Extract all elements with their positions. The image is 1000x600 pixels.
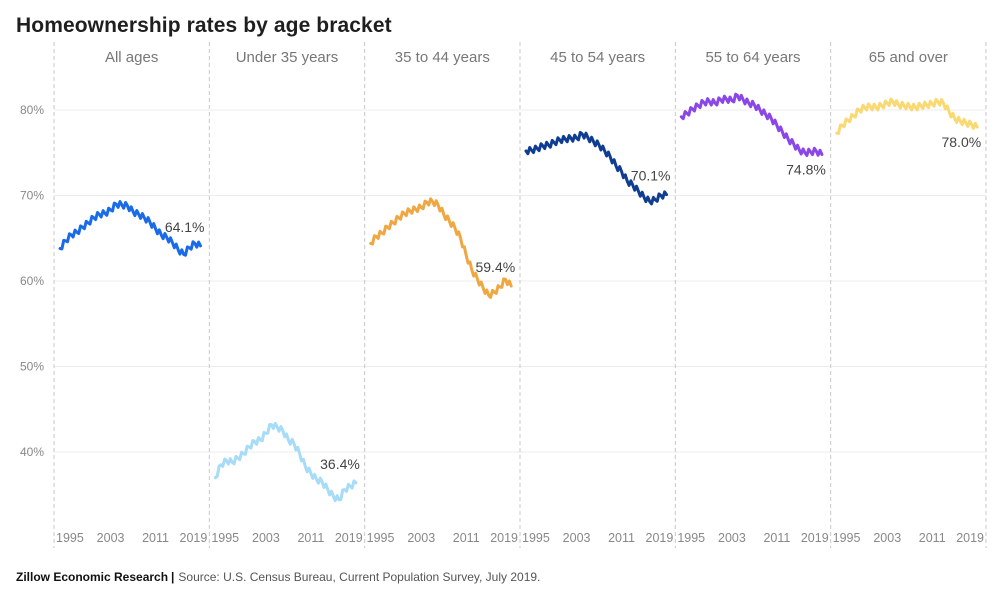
x-tick-label: 1995	[833, 531, 861, 545]
footer: Zillow Economic Research | Source: U.S. Ce…	[16, 570, 540, 584]
x-tick-label: 2019	[801, 531, 829, 545]
y-tick-label: 70%	[20, 189, 44, 203]
x-tick-label: 2019	[956, 531, 984, 545]
x-tick-label: 2003	[252, 531, 280, 545]
end-value-label: 36.4%	[320, 456, 360, 472]
x-tick-label: 2003	[873, 531, 901, 545]
panel-title: 35 to 44 years	[395, 49, 490, 66]
x-tick-label: 1995	[211, 531, 239, 545]
footer-separator: |	[171, 570, 175, 584]
x-tick-label: 1995	[367, 531, 395, 545]
series-line	[369, 197, 513, 299]
panel-title: All ages	[105, 49, 158, 66]
panel-title: 45 to 54 years	[550, 49, 645, 66]
x-tick-label: 2019	[180, 531, 208, 545]
panel-35-to-44-years: 35 to 44 years 59.4% 1995 2003 2011 2019	[367, 49, 518, 545]
x-tick-label: 2019	[490, 531, 518, 545]
x-tick-label: 2003	[97, 531, 125, 545]
y-tick-label: 80%	[20, 103, 44, 117]
x-tick-label: 2011	[608, 531, 635, 545]
chart-title: Homeownership rates by age bracket	[16, 14, 392, 37]
y-tick-label: 40%	[20, 445, 44, 459]
series-line	[58, 200, 202, 257]
panel-65-and-over: 65 and over 78.0% 1995 2003 2011 2019	[833, 49, 984, 545]
x-tick-label: 2019	[335, 531, 363, 545]
x-tick-label: 2003	[718, 531, 746, 545]
series-line	[835, 97, 979, 135]
x-tick-label: 2011	[763, 531, 790, 545]
end-value-label: 64.1%	[165, 219, 205, 235]
end-value-label: 59.4%	[475, 259, 515, 275]
x-tick-label: 1995	[677, 531, 705, 545]
y-axis: 80% 70% 60% 50% 40%	[20, 103, 44, 459]
y-tick-label: 50%	[20, 360, 44, 374]
panel-all-ages: All ages 64.1% 1995 2003 2011 2019	[56, 49, 207, 545]
end-value-label: 74.8%	[786, 161, 826, 177]
panel-title: Under 35 years	[236, 49, 339, 66]
x-tick-label: 2011	[919, 531, 946, 545]
x-tick-label: 2019	[646, 531, 674, 545]
y-tick-label: 60%	[20, 274, 44, 288]
x-tick-label: 2003	[563, 531, 591, 545]
footer-source: Source: U.S. Census Bureau, Current Popu…	[178, 570, 541, 584]
series-line	[524, 130, 668, 206]
panel-dividers	[53, 42, 987, 548]
x-tick-label: 1995	[56, 531, 84, 545]
x-tick-label: 1995	[522, 531, 550, 545]
end-value-label: 78.0%	[941, 134, 981, 150]
panel-title: 65 and over	[869, 49, 948, 66]
panel-55-to-64-years: 55 to 64 years 74.8% 1995 2003 2011 2019	[677, 49, 828, 545]
x-tick-label: 2011	[142, 531, 169, 545]
footer-brand: Zillow Economic Research	[16, 570, 169, 584]
series-line	[213, 421, 358, 503]
x-tick-label: 2011	[453, 531, 480, 545]
x-tick-label: 2003	[407, 531, 435, 545]
series-line	[679, 92, 824, 157]
panel-title: 55 to 64 years	[705, 49, 800, 66]
x-tick-label: 2011	[297, 531, 324, 545]
end-value-label: 70.1%	[631, 168, 671, 184]
panel-under-35-years: Under 35 years 36.4% 1995 2003 2011 2019	[211, 49, 362, 545]
panel-45-to-54-years: 45 to 54 years 70.1% 1995 2003 2011 2019	[522, 49, 673, 545]
